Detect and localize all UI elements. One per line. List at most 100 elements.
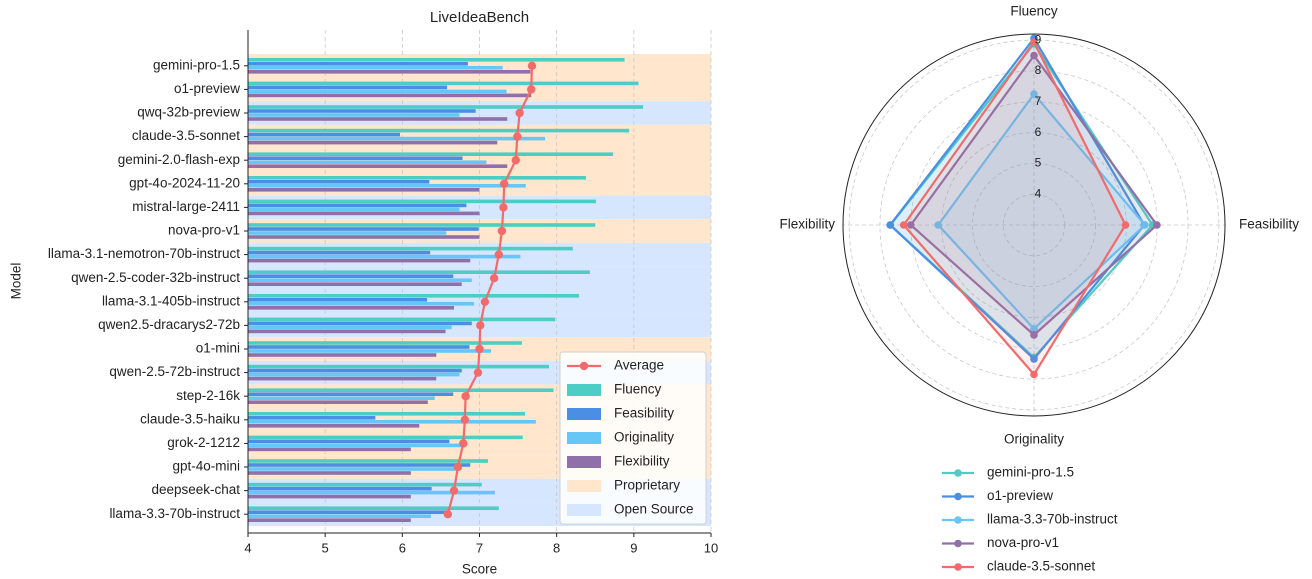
x-tick-label: 10 — [704, 540, 718, 555]
bar-flexibility — [248, 353, 437, 357]
bar-originality — [248, 66, 503, 70]
radar-point — [1030, 38, 1038, 46]
radar-point — [1030, 370, 1038, 379]
bar-flexibility — [248, 164, 508, 168]
y-tick-label: grok-2-1212 — [167, 435, 240, 450]
bar-fluency — [248, 128, 630, 133]
bar-flexibility — [248, 424, 420, 428]
legend-label: Proprietary — [614, 478, 680, 493]
radar-point — [1121, 221, 1130, 229]
x-tick-label: 5 — [322, 540, 329, 555]
radar-legend-marker — [954, 516, 962, 524]
bar-flexibility — [248, 447, 411, 452]
radar-point — [1153, 221, 1161, 229]
y-tick-label: gemini-pro-1.5 — [153, 57, 240, 72]
radar-point — [1030, 355, 1038, 363]
bar-flexibility — [248, 188, 480, 192]
radar-point — [1030, 90, 1038, 98]
y-tick-label: o1-preview — [174, 81, 240, 96]
average-point — [515, 108, 524, 118]
average-point — [480, 297, 490, 306]
y-tick-label: llama-3.3-70b-instruct — [109, 506, 240, 521]
y-axis-label: Model — [9, 263, 24, 300]
legend-marker — [579, 361, 589, 371]
bar-feasibility — [248, 392, 454, 396]
bar-fluency — [248, 435, 523, 440]
bar-originality — [248, 160, 487, 164]
bar-flexibility — [248, 211, 480, 216]
bar-feasibility — [248, 203, 467, 208]
bar-fluency — [248, 412, 526, 416]
bar-fluency — [248, 246, 573, 251]
legend-label: Average — [614, 358, 664, 373]
bar-flexibility — [248, 329, 446, 334]
bar-fluency — [248, 317, 556, 322]
y-tick-label: qwen-2.5-72b-instruct — [109, 364, 240, 379]
y-tick-label: claude-3.5-sonnet — [132, 128, 240, 143]
bar-flexibility — [248, 494, 411, 499]
radar-grid-ring — [971, 162, 1097, 288]
bar-feasibility — [248, 510, 449, 514]
bar-originality — [248, 113, 460, 117]
x-tick-label: 6 — [399, 540, 406, 555]
bar-feasibility — [248, 439, 450, 444]
bar-fluency — [248, 270, 590, 274]
y-tick-label: llama-3.1-nemotron-70b-instruct — [48, 246, 240, 261]
legend-swatch — [567, 504, 601, 516]
bar-originality — [248, 231, 447, 235]
y-tick-label: mistral-large-2411 — [132, 199, 240, 214]
y-tick-label: qwq-32b-preview — [137, 105, 240, 120]
bar-flexibility — [248, 282, 462, 286]
bar-flexibility — [248, 117, 508, 121]
legend-label: Feasibility — [614, 406, 674, 421]
bar-fluency — [248, 364, 549, 369]
bar-fluency — [248, 199, 597, 204]
y-tick-label: deepseek-chat — [151, 482, 240, 497]
bar-flexibility — [248, 471, 411, 475]
bar-feasibility — [248, 227, 479, 231]
legend-swatch — [567, 480, 601, 492]
average-point — [443, 510, 453, 519]
bar-feasibility — [248, 109, 476, 113]
radar-point — [1030, 331, 1038, 339]
radar-legend-label: llama-3.3-70b-instruct — [987, 512, 1118, 527]
bar-originality — [248, 372, 460, 377]
bar-originality — [248, 278, 472, 282]
bar-originality — [248, 207, 460, 212]
bar-originality — [248, 490, 495, 495]
bar-originality — [248, 136, 546, 141]
bar-flexibility — [248, 376, 437, 381]
average-point — [497, 226, 507, 236]
y-tick-label: qwen-2.5-coder-32b-instruct — [71, 270, 240, 285]
radar-tick-label: 8 — [1035, 63, 1042, 77]
bar-flexibility — [248, 518, 411, 522]
average-point — [476, 321, 485, 330]
average-point — [511, 156, 520, 165]
bar-originality — [248, 325, 452, 330]
legend-label: Flexibility — [614, 454, 670, 469]
radar-tick-label: 5 — [1035, 156, 1042, 170]
legend-label: Open Source — [614, 502, 694, 517]
average-point — [527, 61, 537, 70]
radar-axis-label: Fluency — [1010, 4, 1058, 19]
radar-tick-label: 4 — [1035, 186, 1042, 200]
bar-fluency — [248, 176, 586, 180]
radar-series-claude-3.5-sonnet — [902, 39, 1127, 377]
radar-axis-label: Flexibility — [779, 217, 835, 232]
bar-fluency — [248, 105, 644, 109]
radar-point — [1030, 325, 1038, 333]
bar-feasibility — [248, 463, 471, 467]
radar-legend-label: gemini-pro-1.5 — [987, 465, 1074, 480]
bar-feasibility — [248, 85, 448, 90]
bar-flexibility — [248, 306, 455, 310]
bar-feasibility — [248, 345, 470, 349]
bar-feasibility — [248, 250, 431, 255]
bar-fluency — [248, 341, 522, 345]
radar-frame — [842, 33, 1226, 417]
radar-legend: gemini-pro-1.5 o1-preview llama-3.3-70b-in… — [942, 465, 1118, 574]
average-point — [499, 179, 509, 188]
average-point — [489, 274, 499, 283]
bar-chart: 4 5 6 7 8 9 10 gemini-pro-1.5 o1-preview qwq-32b-… — [9, 9, 719, 577]
bar-originality — [248, 514, 431, 518]
